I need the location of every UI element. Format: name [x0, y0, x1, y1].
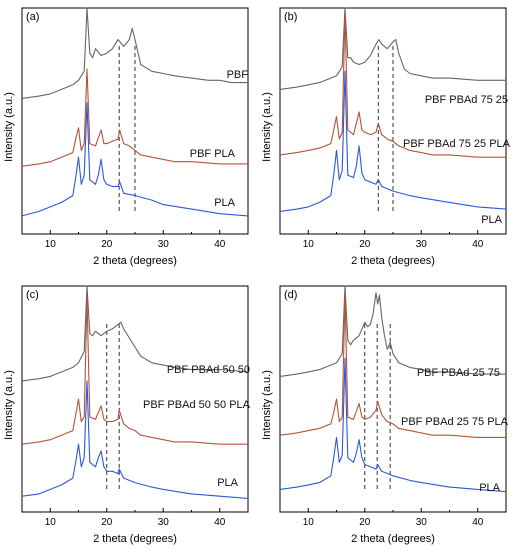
x-axis-title: 2 theta (degrees): [351, 533, 435, 545]
series-label: PBF PBAd 50 50 PLA: [143, 399, 251, 411]
panel-label: (d): [284, 289, 297, 301]
series-label: PBF PLA: [190, 148, 236, 160]
series-label: PBF: [227, 69, 249, 81]
chart-svg: 10 20 30 40 2 theta (degrees) Intensity (a.u.…: [261, 285, 509, 545]
series-line-pbf-pbad-25-75: [279, 285, 506, 377]
series-label: PBF PBAd 75 25 PLA: [403, 138, 511, 150]
y-axis-title: Intensity (a.u.): [261, 92, 273, 162]
y-axis-title: Intensity (a.u.): [3, 92, 15, 162]
x-tick-label: 30: [158, 239, 170, 250]
series-line-pbf-pbad-75-25: [279, 7, 506, 90]
x-tick-label: 30: [158, 517, 170, 528]
series-line-pla: [21, 102, 249, 217]
x-tick-label: 20: [359, 239, 371, 250]
x-axis-title: 2 theta (degrees): [93, 255, 177, 267]
x-tick-label: 40: [214, 239, 226, 250]
x-axis-title: 2 theta (degrees): [93, 533, 177, 545]
plot-frame: [279, 285, 507, 513]
x-tick-label: 20: [101, 239, 113, 250]
x-tick-label: 10: [45, 239, 57, 250]
x-tick-label: 30: [416, 239, 428, 250]
series-line-pbf-pla: [21, 68, 248, 167]
x-tick-label: 10: [303, 239, 315, 250]
series-line-pla: [21, 380, 249, 499]
y-axis-title: Intensity (a.u.): [3, 370, 15, 440]
x-tick-label: 10: [303, 517, 315, 528]
series-line-pbf-pbad-50-50-pla: [21, 296, 248, 445]
chart-svg: 10 20 30 40 2 theta (degrees) Intensity (a.u.…: [3, 285, 251, 545]
x-tick-label: 30: [416, 517, 428, 528]
panel-label: (c): [26, 289, 39, 301]
series-line-pbf-pbad-50-50: [21, 285, 249, 382]
panel-label: (b): [284, 11, 297, 23]
panel-c: 10 20 30 40 2 theta (degrees) Intensity (a.u.…: [0, 278, 255, 548]
series-line-pla: [279, 357, 507, 493]
panel-d: 10 20 30 40 2 theta (degrees) Intensity (a.u.…: [258, 278, 513, 548]
x-tick-label: 40: [214, 517, 226, 528]
series-line-pbf-pbad-75-25-pla: [279, 11, 506, 158]
y-axis-title: Intensity (a.u.): [261, 370, 273, 440]
series-label: PLA: [481, 214, 502, 226]
series-line-pla: [279, 70, 507, 212]
chart-svg: 10 20 30 40 2 theta (degrees) Intensity (a.u.…: [261, 7, 511, 267]
series-line-pbf-pbad-25-75-pla: [279, 294, 506, 438]
x-tick-label: 20: [101, 517, 113, 528]
series-label: PLA: [214, 197, 235, 209]
chart-svg: 10 20 30 40 2 theta (degrees) Intensity (a.u.…: [3, 7, 249, 267]
series-line-pbf: [21, 7, 248, 99]
x-tick-label: 40: [472, 239, 484, 250]
series-label: PBF PBAd 50 50: [167, 364, 250, 376]
panel-b: 10 20 30 40 2 theta (degrees) Intensity (a.u.…: [258, 0, 513, 270]
x-axis-title: 2 theta (degrees): [351, 255, 435, 267]
x-tick-label: 40: [472, 517, 484, 528]
panel-label: (a): [26, 11, 39, 23]
series-label: PLA: [217, 477, 238, 489]
series-label: PBF PBAd 25 75 PLA: [401, 416, 509, 428]
x-tick-label: 10: [45, 517, 57, 528]
panel-a: 10 20 30 40 2 theta (degrees) Intensity (a.u.…: [0, 0, 255, 270]
x-tick-label: 20: [359, 517, 371, 528]
series-label: PBF PBAd 75 25: [425, 94, 508, 106]
series-label: PLA: [479, 482, 500, 494]
series-label: PBF PBAd 25 75: [417, 367, 500, 379]
